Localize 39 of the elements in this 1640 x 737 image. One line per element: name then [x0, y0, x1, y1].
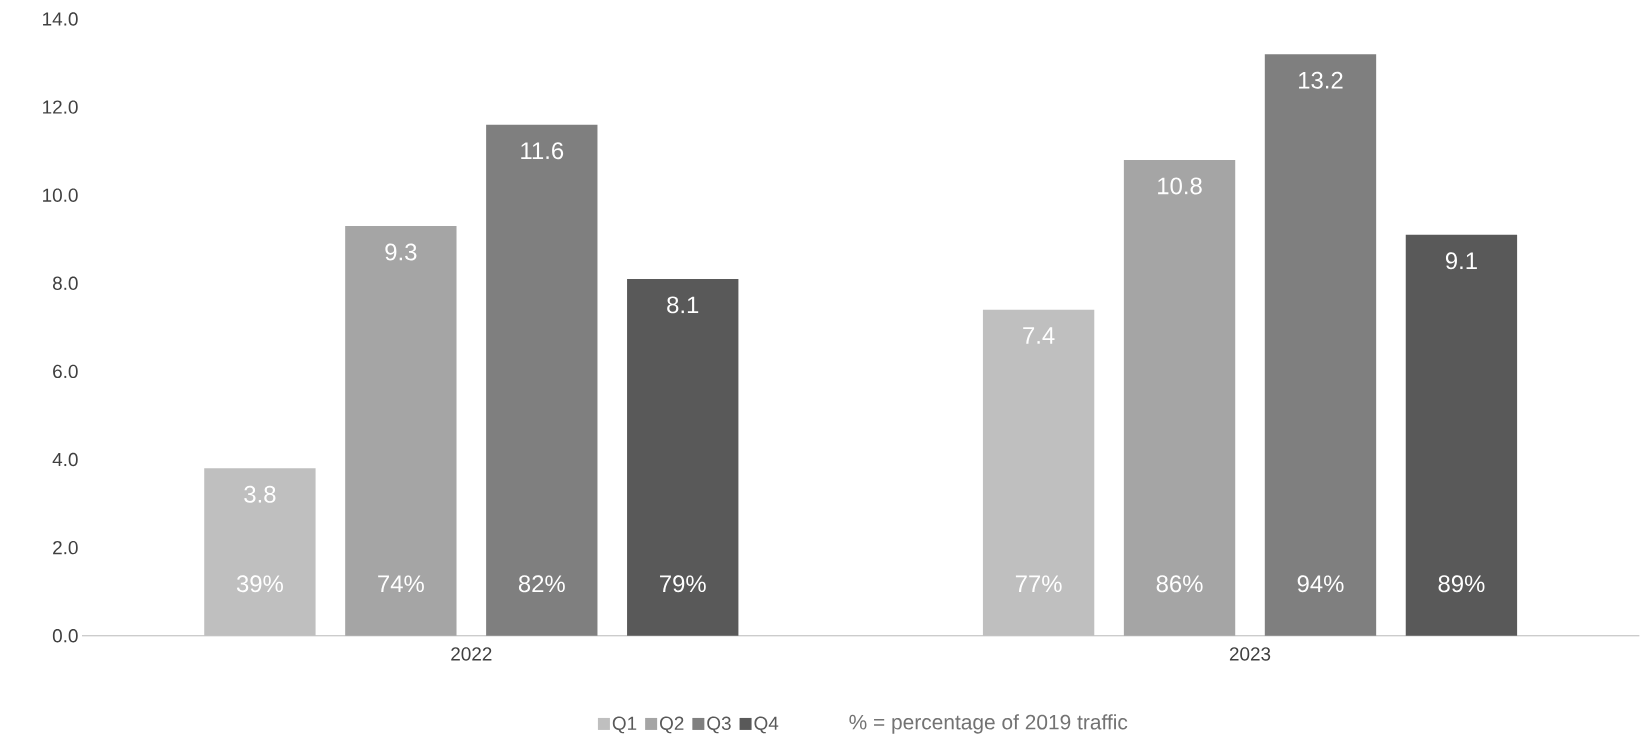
x-tick-label: 2022	[451, 647, 492, 661]
legend-label: Q4	[754, 716, 779, 734]
annotation: 89%	[1438, 575, 1485, 593]
data-label: 7.4	[1023, 327, 1055, 344]
bar	[345, 226, 457, 636]
y-tick-label: 8.0	[52, 276, 78, 290]
legend-label: Q3	[707, 716, 731, 734]
text: % = percentage of 2019 traffic	[849, 714, 1128, 734]
y-tick-label: 0.0	[52, 629, 78, 643]
legend-label: Q1	[612, 716, 637, 734]
y-tick-label: 14.0	[43, 12, 78, 26]
y-tick-label: 6.0	[53, 364, 78, 379]
data-label: 8.1	[667, 296, 699, 314]
annotation: 79%	[660, 575, 706, 593]
bar	[1123, 159, 1236, 636]
legend-label: Q2	[660, 716, 684, 734]
annotation: 94%	[1297, 575, 1344, 593]
y-tick-label: 10.0	[43, 188, 78, 202]
annotation: 39%	[236, 575, 283, 593]
data-label: 11.6	[521, 142, 564, 160]
bar	[486, 124, 598, 636]
y-tick-label: 4.0	[52, 452, 78, 467]
data-label: 13.2	[1299, 71, 1343, 89]
bar	[1264, 54, 1377, 636]
bar	[627, 278, 739, 636]
annotation: 82%	[518, 575, 565, 593]
data-label: 9.3	[385, 243, 417, 261]
data-label: 10.8	[1158, 177, 1202, 195]
y-tick-label: 12.0	[43, 100, 78, 114]
data-label: 9.1	[1445, 252, 1477, 270]
bar	[204, 468, 316, 636]
annotation: 77%	[1015, 575, 1062, 593]
y-tick-label: 2.0	[53, 540, 78, 555]
annotation: 74%	[378, 575, 424, 593]
x-tick-label: 2023	[1229, 647, 1271, 661]
annotation: 86%	[1156, 575, 1203, 593]
data-label: 3.8	[244, 485, 276, 503]
bar	[1405, 234, 1518, 636]
bar	[982, 309, 1095, 636]
